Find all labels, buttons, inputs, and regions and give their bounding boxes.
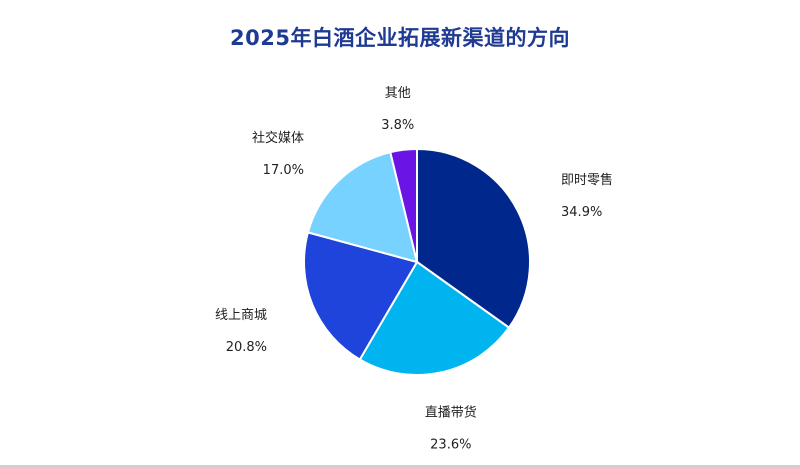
pie-slices	[303, 147, 531, 376]
chart-title: 2025年白酒企业拓展新渠道的方向	[230, 26, 570, 50]
slice-label-name-4: 社交媒体	[252, 130, 304, 146]
pie-slice-2	[358, 260, 511, 376]
pie-slice-1	[416, 147, 531, 330]
pie-labels: 即时零售 34.9% 直播带货 23.6% 线上商城 20.8% 社交媒体 17.0% 其他 3.…	[215, 86, 613, 452]
slice-label-name-2: 直播带货	[425, 404, 477, 420]
pie-slice-5	[389, 147, 418, 263]
slice-label-value-1: 34.9%	[561, 205, 602, 220]
slice-label-value-3: 20.8%	[226, 340, 267, 355]
pie-slice-3	[303, 231, 419, 361]
slice-label-name-5: 其他	[385, 86, 411, 101]
slice-label-value-2: 23.6%	[430, 437, 471, 452]
pie-slice-4	[306, 150, 419, 264]
slice-label-name-1: 即时零售	[561, 172, 613, 188]
bottom-divider	[0, 465, 800, 468]
slice-label-value-4: 17.0%	[263, 163, 304, 178]
slice-label-name-3: 线上商城	[215, 308, 267, 323]
slice-label-value-5: 3.8%	[381, 118, 414, 133]
